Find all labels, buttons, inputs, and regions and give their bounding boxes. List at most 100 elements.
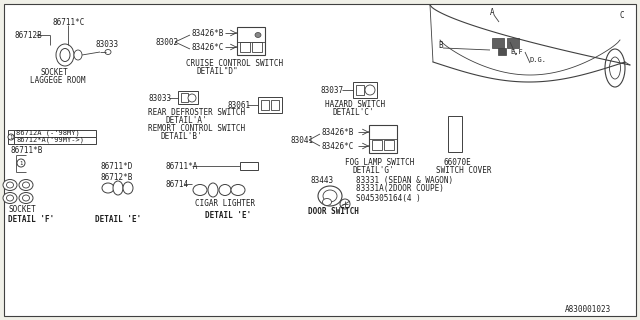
Ellipse shape bbox=[60, 49, 70, 61]
Bar bbox=[8, 130, 14, 144]
Ellipse shape bbox=[123, 182, 133, 194]
Text: 1: 1 bbox=[19, 161, 22, 165]
Ellipse shape bbox=[22, 182, 29, 188]
Text: CIGAR LIGHTER: CIGAR LIGHTER bbox=[195, 199, 255, 209]
Bar bbox=[384, 140, 394, 150]
Text: 83002: 83002 bbox=[155, 37, 178, 46]
Text: 86711*D: 86711*D bbox=[100, 162, 132, 171]
Bar bbox=[448, 116, 462, 152]
Bar bbox=[252, 42, 262, 52]
Text: E,F: E,F bbox=[510, 49, 523, 55]
Bar bbox=[240, 42, 250, 52]
Ellipse shape bbox=[105, 50, 111, 54]
Text: 83331 (SEDAN & WAGON): 83331 (SEDAN & WAGON) bbox=[356, 175, 453, 185]
Text: DETAIL'G': DETAIL'G' bbox=[352, 165, 394, 174]
Text: DETAIL 'E': DETAIL 'E' bbox=[205, 211, 252, 220]
Text: 86711*B: 86711*B bbox=[10, 146, 42, 155]
Text: REAR DEFROSTER SWITCH: REAR DEFROSTER SWITCH bbox=[148, 108, 245, 116]
Ellipse shape bbox=[323, 198, 332, 205]
Text: 83426*C: 83426*C bbox=[321, 141, 353, 150]
Text: B: B bbox=[438, 41, 443, 50]
Text: 86712A (-'98MY): 86712A (-'98MY) bbox=[16, 130, 80, 136]
Bar bbox=[240, 162, 258, 170]
Ellipse shape bbox=[3, 193, 17, 204]
Text: DETAIL'C': DETAIL'C' bbox=[332, 108, 374, 116]
Text: DETAIL'A': DETAIL'A' bbox=[165, 116, 207, 124]
Text: 83426*B: 83426*B bbox=[191, 28, 223, 37]
Text: 86711*A: 86711*A bbox=[165, 162, 197, 171]
Text: 83041: 83041 bbox=[290, 135, 313, 145]
Bar bbox=[14, 137, 96, 144]
Bar bbox=[353, 82, 377, 98]
Text: A830001023: A830001023 bbox=[565, 306, 611, 315]
Text: HAZARD SWITCH: HAZARD SWITCH bbox=[325, 100, 385, 108]
Bar bbox=[178, 91, 198, 104]
Bar bbox=[372, 140, 382, 150]
Ellipse shape bbox=[113, 181, 123, 195]
Text: D.G.: D.G. bbox=[530, 57, 547, 63]
Ellipse shape bbox=[22, 195, 29, 201]
Bar bbox=[258, 97, 282, 113]
Bar bbox=[181, 93, 188, 102]
Bar bbox=[271, 100, 279, 110]
Ellipse shape bbox=[323, 190, 337, 202]
Text: C: C bbox=[620, 11, 625, 20]
Text: A: A bbox=[490, 7, 495, 17]
Ellipse shape bbox=[56, 44, 74, 66]
Text: DETAIL 'F': DETAIL 'F' bbox=[8, 215, 54, 225]
Ellipse shape bbox=[74, 50, 82, 60]
Text: CRUISE CONTROL SWITCH: CRUISE CONTROL SWITCH bbox=[186, 59, 283, 68]
Ellipse shape bbox=[193, 185, 207, 196]
Bar bbox=[507, 38, 519, 48]
Text: LAGGEGE ROOM: LAGGEGE ROOM bbox=[30, 76, 86, 84]
Bar bbox=[237, 27, 265, 55]
Text: SWITCH COVER: SWITCH COVER bbox=[436, 165, 492, 174]
Circle shape bbox=[188, 94, 196, 102]
Text: SOCKET: SOCKET bbox=[40, 68, 68, 76]
Text: 1: 1 bbox=[10, 134, 13, 140]
Text: 86712*B: 86712*B bbox=[100, 172, 132, 181]
Bar bbox=[498, 48, 506, 55]
Ellipse shape bbox=[255, 33, 261, 37]
Circle shape bbox=[17, 159, 25, 167]
Ellipse shape bbox=[19, 193, 33, 204]
Ellipse shape bbox=[231, 185, 245, 196]
Ellipse shape bbox=[609, 57, 621, 79]
Ellipse shape bbox=[219, 185, 231, 196]
Bar bbox=[492, 38, 504, 48]
Text: 83033: 83033 bbox=[148, 93, 171, 102]
Ellipse shape bbox=[19, 180, 33, 190]
Ellipse shape bbox=[3, 180, 17, 190]
Text: 83426*B: 83426*B bbox=[321, 127, 353, 137]
Text: 66070E: 66070E bbox=[443, 157, 471, 166]
Text: SOCKET: SOCKET bbox=[8, 205, 36, 214]
Ellipse shape bbox=[318, 186, 342, 206]
Bar bbox=[14, 130, 96, 137]
Circle shape bbox=[8, 134, 14, 140]
Text: 86714: 86714 bbox=[165, 180, 188, 188]
Text: DETAIL"D": DETAIL"D" bbox=[196, 67, 237, 76]
Text: 83331A(2DOOR COUPE): 83331A(2DOOR COUPE) bbox=[356, 183, 444, 193]
Ellipse shape bbox=[208, 183, 218, 197]
Text: FOG LAMP SWITCH: FOG LAMP SWITCH bbox=[345, 157, 414, 166]
Text: S045305164(4 ): S045305164(4 ) bbox=[356, 194, 420, 203]
Text: DETAIL 'E': DETAIL 'E' bbox=[95, 215, 141, 225]
Text: 86711*C: 86711*C bbox=[52, 18, 84, 27]
Ellipse shape bbox=[605, 49, 625, 87]
Text: 83033: 83033 bbox=[95, 39, 118, 49]
Text: 83037: 83037 bbox=[320, 85, 343, 94]
Text: 83426*C: 83426*C bbox=[191, 43, 223, 52]
Text: DETAIL'B': DETAIL'B' bbox=[160, 132, 202, 140]
Bar bbox=[369, 125, 397, 153]
Circle shape bbox=[365, 85, 375, 95]
Text: 83443: 83443 bbox=[310, 175, 333, 185]
Text: DOOR SWITCH: DOOR SWITCH bbox=[308, 207, 359, 217]
Text: 86712B: 86712B bbox=[14, 30, 42, 39]
Bar bbox=[261, 100, 269, 110]
Ellipse shape bbox=[6, 182, 13, 188]
Ellipse shape bbox=[102, 183, 114, 193]
Text: 83061: 83061 bbox=[227, 100, 250, 109]
Circle shape bbox=[340, 199, 350, 209]
Bar bbox=[356, 85, 364, 95]
Text: 86712*A('99MY->): 86712*A('99MY->) bbox=[16, 137, 84, 143]
